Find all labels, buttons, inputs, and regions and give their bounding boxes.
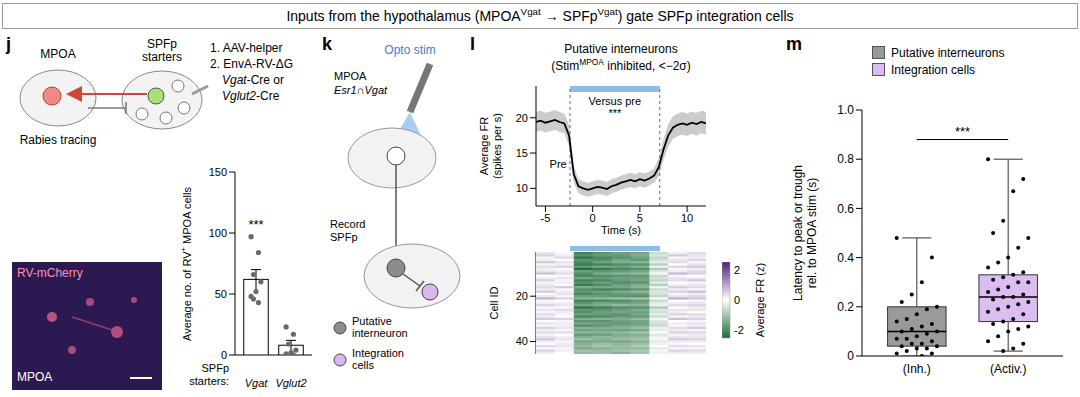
svg-text:5: 5 bbox=[637, 212, 643, 224]
html-text:Average FR (z): Average FR (z) bbox=[753, 262, 766, 338]
svg-text:0: 0 bbox=[847, 349, 854, 363]
html-text:(spikes per s): (spikes per s) bbox=[491, 113, 503, 179]
html-text:MPOA cells: MPOA cells bbox=[180, 186, 193, 247]
svg-text:cells: cells bbox=[352, 359, 375, 371]
svg-text:Vglut2-Cre: Vglut2-Cre bbox=[222, 89, 280, 103]
html-text:m: m bbox=[786, 34, 802, 54]
svg-text:starters: starters bbox=[142, 50, 182, 64]
svg-text:1. AAV-helper: 1. AAV-helper bbox=[210, 41, 283, 55]
svg-text:100: 100 bbox=[209, 227, 227, 239]
svg-text:0: 0 bbox=[221, 349, 227, 361]
html-text:Average no. of RV: Average no. of RV bbox=[180, 251, 193, 341]
svg-text:2. EnvA-RV-ΔG: 2. EnvA-RV-ΔG bbox=[210, 57, 293, 71]
html-text:Time (s): Time (s) bbox=[601, 224, 641, 236]
svg-text:0: 0 bbox=[734, 294, 740, 306]
svg-text:Esr1∩Vgat: Esr1∩Vgat bbox=[334, 84, 388, 96]
html-text:j: j bbox=[6, 34, 11, 54]
svg-text:1.0: 1.0 bbox=[837, 103, 854, 117]
html-text:k: k bbox=[322, 34, 332, 54]
svg-text:MPOA: MPOA bbox=[334, 70, 367, 82]
html-text:rel. to MPOA stim (s): rel. to MPOA stim (s) bbox=[805, 177, 819, 289]
svg-text:10: 10 bbox=[681, 212, 693, 224]
svg-text:Putative: Putative bbox=[352, 315, 392, 327]
html-text:Putative interneurons: Putative interneurons bbox=[891, 45, 1005, 60]
html-text:Pre: Pre bbox=[549, 158, 567, 170]
svg-text:Vglut2: Vglut2 bbox=[275, 377, 306, 389]
svg-text:(Activ.): (Activ.) bbox=[990, 362, 1026, 376]
svg-text:20: 20 bbox=[516, 112, 528, 124]
svg-text:10: 10 bbox=[516, 182, 528, 194]
html-text:Putative interneurons: Putative interneurons bbox=[564, 42, 678, 56]
html-text:RV-mCherry: RV-mCherry bbox=[17, 266, 83, 280]
svg-text:50: 50 bbox=[215, 288, 227, 300]
svg-text:0.4: 0.4 bbox=[837, 251, 854, 265]
svg-text:0.8: 0.8 bbox=[837, 152, 854, 166]
html-text:MPOA: MPOA bbox=[17, 370, 53, 384]
html-text:SPFp starters:: SPFp starters: bbox=[189, 362, 229, 387]
html-text:Latency to peak or trough: Latency to peak or trough bbox=[791, 165, 806, 301]
html-text:Average FR: Average FR bbox=[478, 116, 491, 176]
html-text:l: l bbox=[470, 34, 475, 54]
html-text:Integration cells: Integration cells bbox=[891, 62, 975, 77]
svg-text:15: 15 bbox=[516, 147, 528, 159]
svg-text:Record: Record bbox=[330, 218, 365, 230]
svg-text:150: 150 bbox=[209, 166, 227, 178]
svg-text:MPOA: MPOA bbox=[40, 47, 75, 61]
svg-text:2: 2 bbox=[734, 264, 740, 276]
svg-text:Vgat: Vgat bbox=[245, 377, 269, 389]
html-text:Versus pre: Versus pre bbox=[588, 95, 642, 107]
svg-text:Rabies tracing: Rabies tracing bbox=[20, 133, 97, 147]
html-text:Inputs from the hypothalamus (: Inputs from the hypothalamus (MPOAVgat→ … bbox=[286, 6, 794, 24]
svg-text:interneuron: interneuron bbox=[352, 327, 408, 339]
svg-text:Opto stim: Opto stim bbox=[384, 43, 435, 57]
svg-text:0.2: 0.2 bbox=[837, 300, 854, 314]
svg-text:0: 0 bbox=[590, 212, 596, 224]
svg-text:-5: -5 bbox=[541, 212, 551, 224]
svg-text:Integration: Integration bbox=[352, 347, 404, 359]
svg-text:40: 40 bbox=[516, 335, 528, 347]
svg-text:0.6: 0.6 bbox=[837, 202, 854, 216]
svg-text:(Inh.): (Inh.) bbox=[903, 362, 931, 376]
svg-text:SPFp: SPFp bbox=[147, 37, 177, 51]
svg-text:SPFp: SPFp bbox=[330, 231, 358, 243]
html-text:Cell ID: Cell ID bbox=[487, 286, 500, 320]
html-text:(StimMPOAinhibited, <−2σ): (StimMPOAinhibited, <−2σ) bbox=[551, 57, 691, 73]
svg-text:-2: -2 bbox=[734, 324, 744, 336]
svg-text:20: 20 bbox=[516, 290, 528, 302]
svg-text:Vgat-Cre or: Vgat-Cre or bbox=[222, 73, 284, 87]
